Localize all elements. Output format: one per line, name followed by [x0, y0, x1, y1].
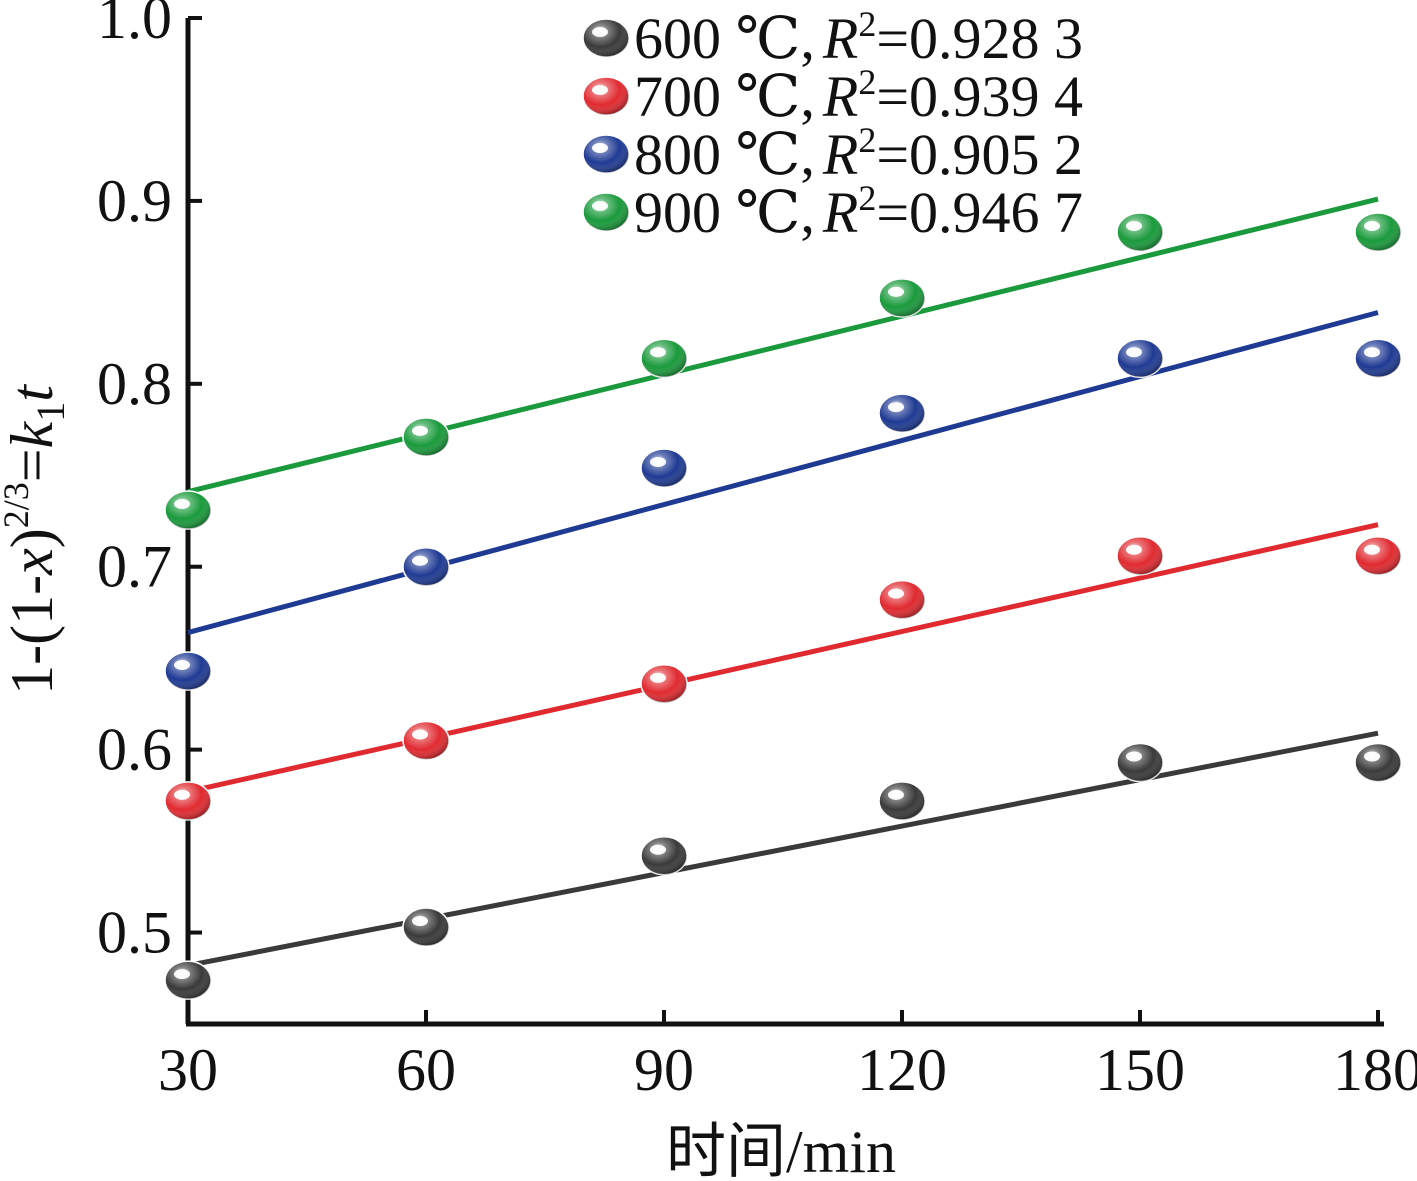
legend-r2-sup: 2 — [858, 178, 876, 218]
y-tick-label: 0.6 — [97, 717, 172, 783]
x-tick-label: 30 — [158, 1037, 218, 1103]
y-ticks: 0.5 0.6 0.7 0.8 0.9 1.0 — [97, 0, 202, 966]
data-point — [878, 278, 926, 318]
data-point — [402, 720, 450, 761]
legend-r2-value: =0.928 3 — [876, 6, 1083, 71]
x-tick-label: 120 — [857, 1037, 947, 1103]
data-point — [164, 781, 212, 821]
legend-r2-label: R — [822, 64, 858, 129]
data-point — [1116, 338, 1164, 378]
data-point — [1354, 212, 1402, 252]
y-axis-title-sub: 1 — [28, 402, 73, 422]
legend-r2-value: =0.905 2 — [876, 122, 1083, 187]
y-axis-title-t: t — [0, 384, 65, 402]
data-point — [164, 651, 212, 691]
data-point — [1354, 742, 1402, 783]
data-point — [878, 393, 926, 433]
y-tick-label: 0.9 — [97, 168, 172, 234]
data-point — [878, 781, 926, 821]
fit-lines — [187, 196, 1379, 968]
y-tick-label: 0.8 — [97, 351, 172, 417]
legend-entry: 900 ℃, R2=0.946 7 — [634, 178, 1083, 245]
legend-r2-sup: 2 — [858, 120, 876, 160]
data-point — [1116, 536, 1164, 576]
x-tick-label: 90 — [634, 1037, 694, 1103]
legend-marker — [582, 134, 630, 174]
y-axis-title-var: x — [0, 548, 65, 576]
data-point — [402, 417, 450, 457]
legend-entry: 800 ℃, R2=0.905 2 — [634, 120, 1083, 187]
fit-line — [187, 310, 1379, 635]
x-ticks: 30 60 90 120 150 180 — [158, 1010, 1417, 1103]
y-axis-title: 1-(1-x)2/3=k1t — [0, 384, 73, 695]
x-axis-title: 时间/min — [666, 1119, 896, 1181]
y-axis-title-mid: ) — [0, 528, 65, 548]
legend-r2-sup: 2 — [858, 62, 876, 102]
legend-temp: 600 ℃, — [634, 6, 815, 71]
data-point — [1354, 536, 1402, 576]
legend-marker — [582, 18, 630, 58]
y-axis-title-exp: 2/3 — [0, 482, 36, 528]
legend-r2-value: =0.939 4 — [876, 64, 1083, 129]
y-axis-title-eq: = — [0, 448, 65, 482]
data-point — [1354, 338, 1402, 378]
legend-r2-value: =0.946 7 — [876, 180, 1083, 245]
x-tick-label: 150 — [1095, 1037, 1185, 1103]
data-point — [640, 338, 688, 378]
legend-temp: 800 ℃, — [634, 122, 815, 187]
data-point — [1116, 212, 1164, 252]
data-point — [164, 490, 212, 530]
data-point — [402, 546, 450, 587]
data-point — [640, 448, 688, 488]
y-axis-title-k: k — [0, 420, 65, 448]
y-axis-title-prefix: 1-(1- — [0, 575, 65, 695]
data-point — [878, 579, 926, 620]
legend-r2-label: R — [822, 180, 858, 245]
data-points — [164, 212, 1402, 1000]
data-point — [164, 960, 212, 1000]
data-point — [402, 907, 450, 947]
y-tick-label: 0.7 — [97, 534, 172, 600]
legend-entry: 700 ℃, R2=0.939 4 — [634, 62, 1083, 129]
legend-entry: 600 ℃, R2=0.928 3 — [634, 4, 1083, 71]
x-tick-label: 60 — [396, 1037, 456, 1103]
data-point — [640, 664, 688, 704]
y-tick-label: 0.5 — [97, 900, 172, 966]
x-tick-label: 180 — [1333, 1037, 1417, 1103]
y-tick-label: 1.0 — [97, 0, 172, 51]
legend-temp: 900 ℃, — [634, 180, 815, 245]
legend-marker — [582, 76, 630, 116]
fit-line — [187, 522, 1379, 795]
legend-r2-label: R — [822, 6, 858, 71]
legend-r2-label: R — [822, 122, 858, 187]
legend-r2-sup: 2 — [858, 4, 876, 44]
fit-line — [187, 730, 1379, 968]
data-point — [640, 835, 688, 876]
legend-temp: 700 ℃, — [634, 64, 815, 129]
legend-marker — [582, 192, 630, 232]
fit-line — [187, 196, 1379, 495]
data-point — [1116, 742, 1164, 783]
